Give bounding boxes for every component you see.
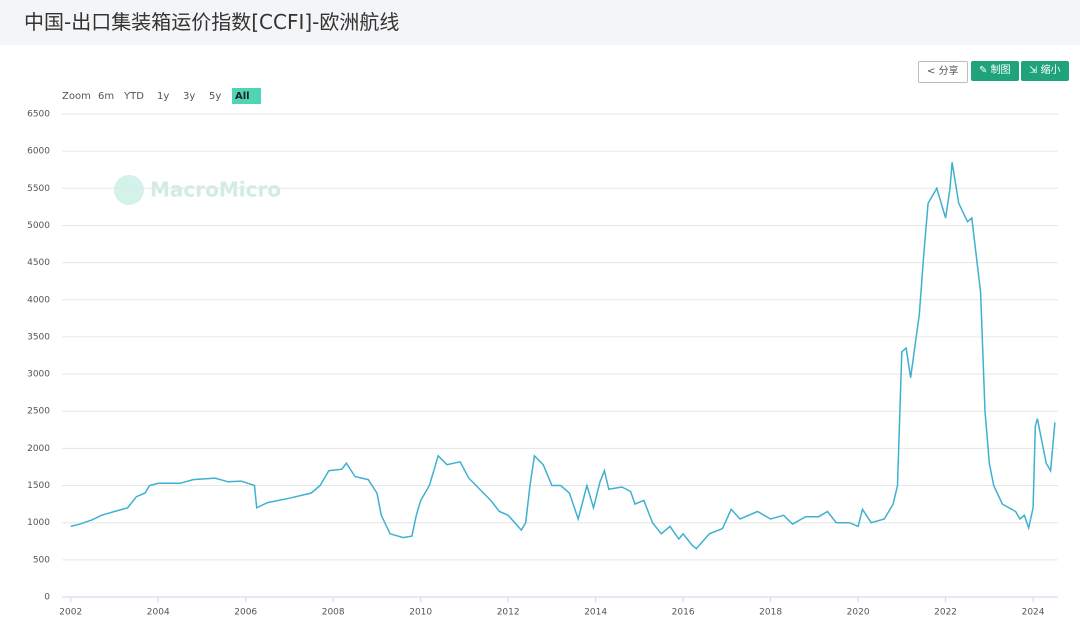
share-button[interactable]: < 分享 [918, 61, 968, 83]
draw-button[interactable]: ✎ 制图 [971, 61, 1019, 81]
shrink-button[interactable]: ⇲ 缩小 [1021, 61, 1069, 81]
zoom-option: 3y [183, 91, 195, 102]
x-tick-label: 2022 [934, 608, 957, 618]
zoom-button[interactable]: 3y [183, 91, 195, 102]
zoom-option: All [235, 91, 250, 102]
y-tick-label: 3000 [27, 370, 50, 380]
x-tick-label: 2024 [1022, 608, 1045, 618]
shrink-label: 缩小 [1040, 65, 1061, 76]
y-tick-label: 4000 [27, 295, 50, 305]
y-tick-label: 500 [33, 555, 50, 565]
x-tick-label: 2002 [59, 608, 82, 618]
zoom-button[interactable]: 1y [157, 91, 169, 102]
page-title: 中国-出口集装箱运价指数[CCFI]-欧洲航线 [24, 10, 400, 34]
x-tick-label: 2004 [147, 608, 170, 618]
y-tick-label: 6000 [27, 147, 50, 157]
x-tick-label: 2016 [672, 608, 695, 618]
zoom-option: 1y [157, 91, 169, 102]
y-tick-label: 1000 [27, 518, 50, 528]
share-label: 分享 [938, 66, 959, 77]
zoom-active-bg [232, 88, 261, 104]
y-tick-label: 2500 [27, 407, 50, 417]
zoom-button[interactable]: YTD [123, 91, 144, 102]
y-tick-label: 5500 [27, 184, 50, 194]
x-tick-label: 2008 [322, 608, 345, 618]
y-tick-label: 1500 [27, 481, 50, 491]
series-line [70, 162, 1056, 550]
y-tick-label: 0 [44, 593, 50, 603]
watermark-logo [114, 175, 144, 205]
draw-label: 制图 [990, 65, 1011, 76]
y-tick-label: 5000 [27, 221, 50, 231]
zoom-button[interactable]: 6m [98, 91, 114, 102]
y-tick-label: 2000 [27, 444, 50, 454]
y-tick-label: 4500 [27, 258, 50, 268]
x-tick-label: 2020 [847, 608, 870, 618]
watermark: MacroMicro [150, 178, 281, 202]
y-tick-label: 3500 [27, 332, 50, 342]
zoom-button[interactable]: All [232, 88, 261, 104]
x-tick-label: 2010 [409, 608, 432, 618]
zoom-button[interactable]: 5y [209, 91, 221, 102]
header: 中国-出口集装箱运价指数[CCFI]-欧洲航线 [0, 0, 1080, 45]
x-tick-label: 2006 [234, 608, 257, 618]
zoom-option: YTD [123, 91, 144, 102]
x-tick-label: 2018 [759, 608, 782, 618]
zoom-option: 6m [98, 91, 114, 102]
y-tick-label: 6500 [27, 110, 50, 120]
x-tick-label: 2014 [584, 608, 607, 618]
zoom-label: Zoom [62, 91, 91, 102]
zoom-option: 5y [209, 91, 221, 102]
x-tick-label: 2012 [497, 608, 520, 618]
